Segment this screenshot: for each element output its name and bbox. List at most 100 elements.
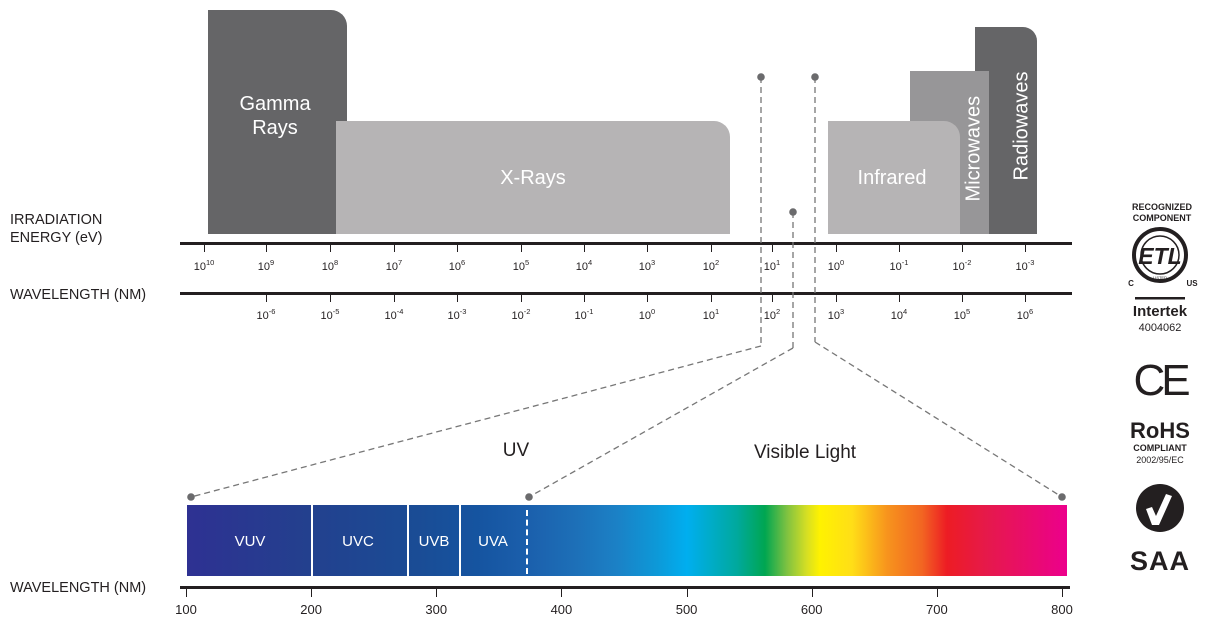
energy-tick-label: 104 xyxy=(575,258,593,273)
energy-tick-label: 109 xyxy=(257,258,275,273)
energy-tick-label: 108 xyxy=(321,258,339,273)
energy-tick-label: 102 xyxy=(702,258,720,273)
energy-tick xyxy=(330,245,331,252)
gamma-rays-band: Gamma Rays xyxy=(208,10,347,234)
left-connector-dot xyxy=(757,73,765,81)
wavelength-tick-label: 104 xyxy=(890,307,908,322)
spectrum-divider-315 xyxy=(459,505,461,576)
wavelength-tick xyxy=(647,295,648,302)
etl-listed-mark: LISTED xyxy=(1153,275,1167,280)
energy-tick xyxy=(711,245,712,252)
nm-tick xyxy=(1062,589,1063,597)
recognized-line1: RECOGNIZED xyxy=(1131,202,1192,212)
wavelength-tick-label: 10-4 xyxy=(384,307,404,322)
energy-title-line2: ENERGY (eV) xyxy=(10,230,103,246)
energy-tick xyxy=(836,245,837,252)
wavelength-tick xyxy=(330,295,331,302)
intertek-number: 4004062 xyxy=(1138,322,1182,334)
wavelength-tick xyxy=(962,295,963,302)
irradiation-energy-axis-title: IRRADIATION ENERGY (eV) xyxy=(10,211,102,247)
wavelength-tick-label: 100 xyxy=(638,307,656,322)
uvc-label: UVC xyxy=(342,533,374,550)
wavelength-tick xyxy=(457,295,458,302)
intertek-text: Intertek xyxy=(1132,303,1188,320)
energy-tick-label: 100 xyxy=(827,258,845,273)
rohs-code-text: 2002/95/EC xyxy=(1136,455,1184,465)
wavelength-axis-line xyxy=(180,292,1072,295)
etl-letters: ETL xyxy=(1138,243,1181,269)
spectrum-bar xyxy=(187,505,1067,576)
spectrum-end-dot xyxy=(1058,493,1066,501)
energy-tick-label: 10-2 xyxy=(952,258,972,273)
spectrum-start-dot xyxy=(187,493,195,501)
wavelength-tick xyxy=(266,295,267,302)
nm-tick-label: 800 xyxy=(1051,602,1073,617)
energy-tick-label: 1010 xyxy=(193,258,215,273)
wavelength-tick-label: 10-3 xyxy=(447,307,467,322)
etl-c-mark: C xyxy=(1128,279,1134,288)
uva-label: UVA xyxy=(478,533,508,550)
wavelength-tick xyxy=(772,295,773,302)
nm-axis-line xyxy=(180,586,1070,589)
etl-ring-inner xyxy=(1140,235,1180,275)
nm-tick xyxy=(436,589,438,597)
wavelength-tick-label: 10-1 xyxy=(574,307,594,322)
nm-tick-label: 100 xyxy=(175,602,197,617)
spectrum-divider-400-dashed xyxy=(526,510,528,574)
visible-light-label: Visible Light xyxy=(753,442,857,463)
recognized-line2: COMPONENT xyxy=(1132,213,1192,223)
energy-tick xyxy=(647,245,648,252)
wavelength-tick-label: 10-6 xyxy=(256,307,276,322)
nm-tick-label: 700 xyxy=(925,602,948,617)
energy-axis-line xyxy=(180,242,1072,245)
wavelength-tick xyxy=(836,295,837,302)
energy-tick-label: 103 xyxy=(638,258,656,273)
uv-label: UV xyxy=(502,440,530,461)
nm-tick-label: 400 xyxy=(550,602,573,617)
gamma-label-line2: Rays xyxy=(252,117,298,139)
middle-connector-dot xyxy=(789,208,797,216)
spectrum-divider-200 xyxy=(311,505,313,576)
wavelength-tick-label: 103 xyxy=(827,307,845,322)
nm-tick-label: 500 xyxy=(675,602,698,617)
intertek-rule xyxy=(1135,297,1185,300)
energy-tick-label: 10-3 xyxy=(1015,258,1035,273)
nm-tick xyxy=(186,589,187,597)
right-connector-diagonal xyxy=(814,341,1063,498)
nm-tick xyxy=(686,589,688,597)
infrared-label: Infrared xyxy=(857,167,927,189)
infrared-band: Infrared xyxy=(828,121,960,234)
wavelength-tick xyxy=(584,295,585,302)
wavelength-tick-label: 10-2 xyxy=(511,307,531,322)
gamma-label-line1: Gamma xyxy=(239,93,311,115)
vuv-label: VUV xyxy=(234,533,266,550)
ce-mark: CE xyxy=(1133,356,1190,405)
nm-tick xyxy=(936,589,938,597)
wavelength-tick-label: 10-5 xyxy=(320,307,340,322)
recognized-component-text: RECOGNIZED COMPONENT xyxy=(1117,202,1207,224)
energy-tick xyxy=(962,245,963,252)
energy-title-line1: IRRADIATION xyxy=(10,212,103,228)
energy-tick-label: 10-1 xyxy=(889,258,909,273)
etl-us-mark: US xyxy=(1186,279,1198,288)
energy-tick xyxy=(394,245,395,252)
rohs-compliant-text: COMPLIANT xyxy=(1133,443,1187,453)
wavelength-tick xyxy=(521,295,522,302)
wavelength-tick-label: 106 xyxy=(1016,307,1034,322)
x-rays-band: X-Rays xyxy=(336,121,730,234)
nm-tick-label: 600 xyxy=(800,602,823,617)
wavelength-tick-label: 105 xyxy=(953,307,971,322)
energy-tick-label: 107 xyxy=(385,258,403,273)
etl-ring-outer xyxy=(1132,227,1188,283)
wavelength-axis-title: WAVELENGTH (NM) xyxy=(10,287,147,303)
left-connector-diagonal xyxy=(190,345,762,498)
energy-tick xyxy=(521,245,522,252)
energy-tick xyxy=(584,245,585,252)
middle-connector-diagonal xyxy=(528,347,794,498)
energy-tick xyxy=(457,245,458,252)
x-rays-label: X-Rays xyxy=(500,167,566,189)
wavelength-tick xyxy=(1025,295,1026,302)
